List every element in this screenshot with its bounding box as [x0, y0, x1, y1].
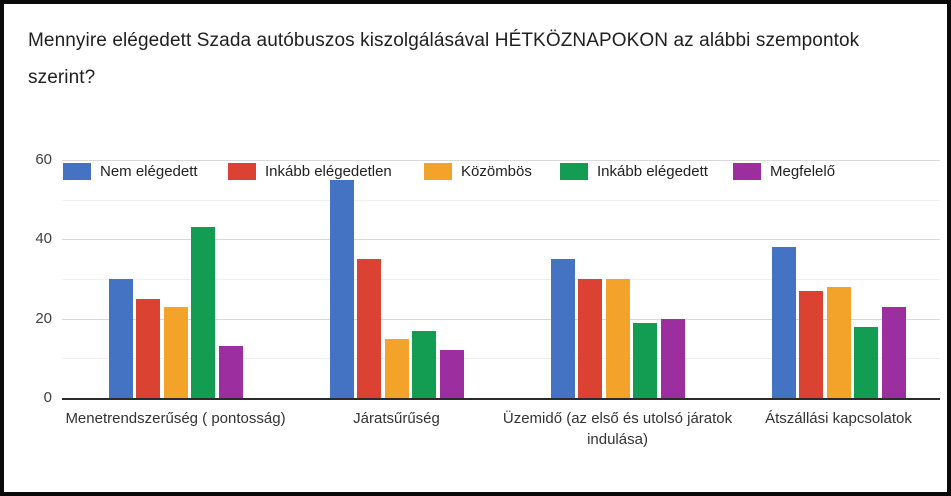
- y-tick-label-40: 40: [35, 230, 52, 248]
- legend-item-1: Nem elégedett: [63, 162, 198, 180]
- x-category-label-2: Járatsűrűség: [353, 410, 440, 427]
- x-axis-line: [62, 398, 940, 400]
- legend-label: Nem elégedett: [100, 162, 198, 180]
- legend-swatch-icon: [560, 162, 588, 180]
- legend-label: Inkább elégedett: [597, 162, 708, 180]
- bar-series1-group2: [329, 179, 354, 398]
- legend-label: Közömbös: [461, 162, 532, 180]
- minor-gridline-30: [62, 279, 940, 280]
- bar-series4-group2: [412, 330, 436, 398]
- bar-series3-group2: [384, 338, 409, 398]
- bar-series5-group2: [439, 350, 464, 398]
- bar-series2-group1: [136, 298, 160, 398]
- bar-series4-group4: [854, 326, 878, 398]
- bar-series1-group3: [550, 259, 575, 398]
- minor-gridline-50: [62, 199, 940, 201]
- legend-label: Megfelelő: [770, 162, 836, 180]
- legend-swatch-icon: [228, 162, 256, 180]
- chart-title: Mennyire elégedett Szada autóbuszos kisz…: [28, 30, 860, 88]
- major-gridline-40: [62, 239, 940, 241]
- bar-series3-group3: [605, 279, 630, 398]
- major-gridline-20: [62, 318, 940, 320]
- x-category-label-4: Átszállási kapcsolatok: [765, 410, 912, 427]
- bar-series2-group3: [578, 279, 602, 398]
- y-tick-label-20: 20: [35, 309, 52, 327]
- bar-series3-group4: [826, 286, 851, 398]
- x-category-label-3: Üzemidő (az első és utolsó járatok indul…: [502, 410, 733, 448]
- legend-item-4: Inkább elégedett: [560, 162, 708, 180]
- major-gridline-60: [62, 160, 940, 161]
- bar-series1-group4: [771, 247, 796, 398]
- bar-series2-group4: [799, 290, 823, 398]
- bar-series4-group3: [633, 322, 657, 398]
- legend-item-2: Inkább elégedetlen: [228, 162, 392, 180]
- bar-series5-group4: [881, 306, 906, 398]
- bar-series5-group3: [660, 318, 685, 398]
- bar-series5-group1: [218, 346, 243, 398]
- bar-series2-group2: [357, 259, 381, 398]
- legend-swatch-icon: [424, 162, 452, 180]
- y-tick-label-0: 0: [43, 389, 52, 406]
- legend-swatch-icon: [63, 162, 91, 180]
- bar-series3-group1: [163, 306, 188, 398]
- legend-label: Inkább elégedetlen: [265, 162, 392, 180]
- legend-swatch-icon: [733, 162, 761, 180]
- legend-item-5: Megfelelő: [733, 162, 835, 180]
- x-category-label-1: Menetrendszerűség ( pontosság): [65, 410, 286, 427]
- legend-item-3: Közömbös: [424, 162, 532, 180]
- bar-series4-group1: [191, 227, 215, 398]
- y-tick-label-60: 60: [35, 151, 52, 168]
- bar-series1-group1: [108, 279, 133, 398]
- minor-gridline-10: [62, 358, 940, 360]
